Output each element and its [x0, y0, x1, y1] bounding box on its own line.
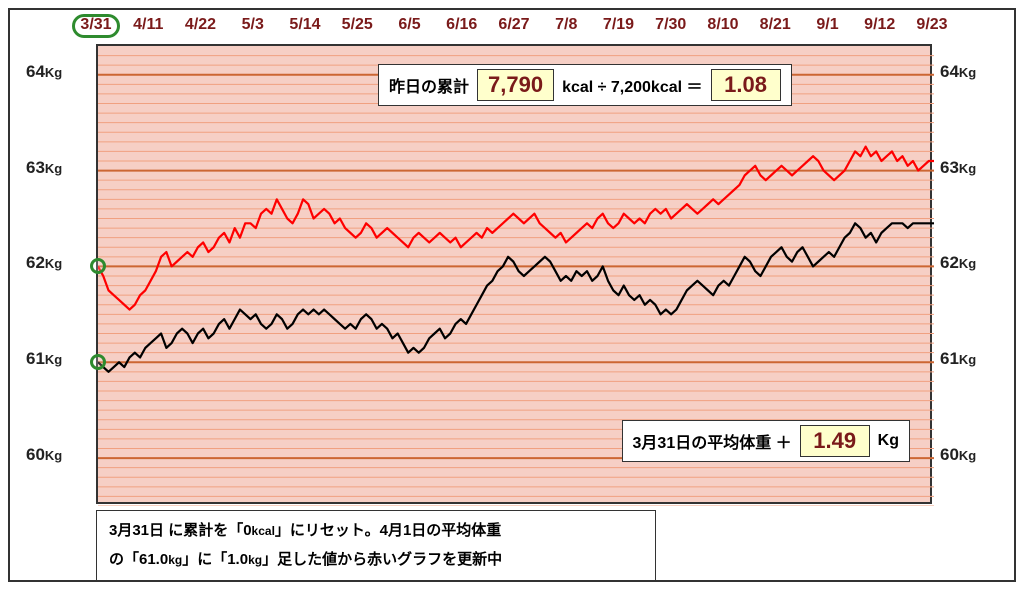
caption-box: 3月31日 に累計を「0kcal」にリセット。4月1日の平均体重 の「61.0k… — [96, 510, 656, 581]
cap-1f: の平均体重 — [426, 522, 501, 539]
cap-2e: 」足した値から赤いグラフを更新中 — [262, 551, 502, 568]
kcal-ratio: 1.08 — [711, 69, 781, 101]
plot-area: 昨日の累計 7,790 kcal ÷ 7,200kcal ＝ 1.08 3月31… — [96, 44, 932, 504]
y-tick-label: 61Kg — [940, 349, 976, 369]
weight-delta-label: 3月31日の平均体重 ＋ — [633, 429, 792, 453]
kcal-formula: kcal ÷ 7,200kcal ＝ — [562, 73, 702, 97]
start-marker-circle — [90, 258, 106, 274]
cap-2d: kg — [248, 553, 262, 567]
date-label: 7/8 — [555, 16, 577, 34]
cap-2b: kg — [168, 553, 182, 567]
date-label: 9/1 — [816, 16, 838, 34]
date-label: 7/30 — [655, 16, 686, 34]
date-label: 5/25 — [342, 16, 373, 34]
cap-2c: 」に「1.0 — [182, 551, 248, 568]
y-tick-label: 63Kg — [940, 158, 976, 178]
date-axis: 3/314/114/225/35/145/256/56/166/277/87/1… — [10, 16, 1014, 40]
date-label: 5/3 — [242, 16, 264, 34]
kcal-summary-box: 昨日の累計 7,790 kcal ÷ 7,200kcal ＝ 1.08 — [378, 64, 792, 106]
y-tick-label: 64Kg — [940, 62, 976, 82]
weight-delta-value: 1.49 — [800, 425, 870, 457]
start-marker-circle — [90, 354, 106, 370]
y-tick-label: 62Kg — [940, 253, 976, 273]
date-label: 7/19 — [603, 16, 634, 34]
kcal-label: 昨日の累計 — [389, 73, 469, 97]
date-label: 6/27 — [498, 16, 529, 34]
date-label: 8/21 — [760, 16, 791, 34]
cap-1c: kcal — [252, 524, 275, 538]
date-label: 9/12 — [864, 16, 895, 34]
date-label: 9/23 — [916, 16, 947, 34]
date-label: 4/11 — [133, 16, 163, 34]
date-label: 4/22 — [185, 16, 216, 34]
y-tick-label: 60Kg — [26, 445, 62, 465]
cap-1b: に累計を「0 — [164, 522, 252, 539]
date-label: 5/14 — [289, 16, 320, 34]
kcal-value: 7,790 — [477, 69, 554, 101]
y-tick-label: 61Kg — [26, 349, 62, 369]
date-highlight-circle — [72, 14, 120, 38]
date-label: 8/10 — [707, 16, 738, 34]
weight-delta-box: 3月31日の平均体重 ＋ 1.49 Kg — [622, 420, 910, 462]
y-tick-label: 60Kg — [940, 445, 976, 465]
date-label: 6/5 — [398, 16, 420, 34]
cap-2a: の「61.0 — [109, 551, 168, 568]
y-tick-label: 64Kg — [26, 62, 62, 82]
cap-1a: 3月31日 — [109, 522, 164, 539]
cap-1e: 4月1日 — [380, 522, 427, 539]
chart-frame: 3/314/114/225/35/145/256/56/166/277/87/1… — [8, 8, 1016, 582]
caption-line-1: 3月31日 に累計を「0kcal」にリセット。4月1日の平均体重 — [109, 517, 643, 546]
y-tick-label: 63Kg — [26, 158, 62, 178]
date-label: 6/16 — [446, 16, 477, 34]
y-tick-label: 62Kg — [26, 253, 62, 273]
cap-1d: 」にリセット。 — [275, 522, 380, 539]
weight-delta-unit: Kg — [878, 432, 899, 450]
caption-line-2: の「61.0kg」に「1.0kg」足した値から赤いグラフを更新中 — [109, 546, 643, 575]
